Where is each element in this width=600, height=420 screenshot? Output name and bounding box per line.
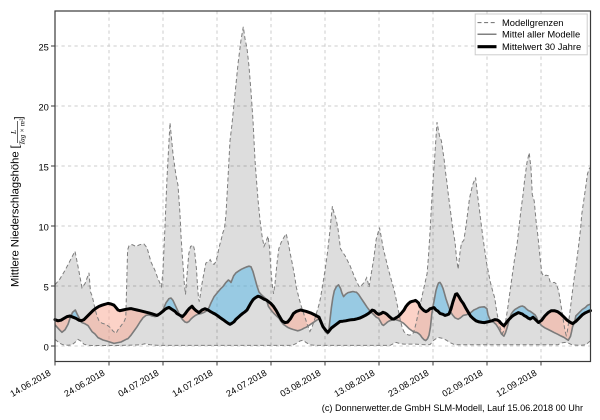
svg-text:Tag × m²: Tag × m² (19, 118, 27, 145)
svg-text:20: 20 (38, 102, 48, 112)
svg-text:0: 0 (44, 342, 49, 352)
svg-text:Modellgrenzen: Modellgrenzen (502, 17, 564, 28)
svg-text:]: ] (13, 116, 25, 119)
svg-text:L: L (10, 130, 18, 135)
svg-text:Mittlere Niederschlagshöhe [: Mittlere Niederschlagshöhe [ (10, 144, 22, 287)
svg-text:(c) Donnerwetter.de GmbH SLM-M: (c) Donnerwetter.de GmbH SLM-Modell, Lau… (322, 403, 583, 413)
svg-text:25: 25 (38, 42, 48, 52)
svg-text:Mittelwert 30 Jahre: Mittelwert 30 Jahre (502, 41, 581, 52)
svg-text:15: 15 (38, 162, 48, 172)
svg-text:5: 5 (44, 282, 49, 292)
svg-text:Mittel aller Modelle: Mittel aller Modelle (502, 29, 580, 40)
svg-text:10: 10 (38, 222, 48, 232)
